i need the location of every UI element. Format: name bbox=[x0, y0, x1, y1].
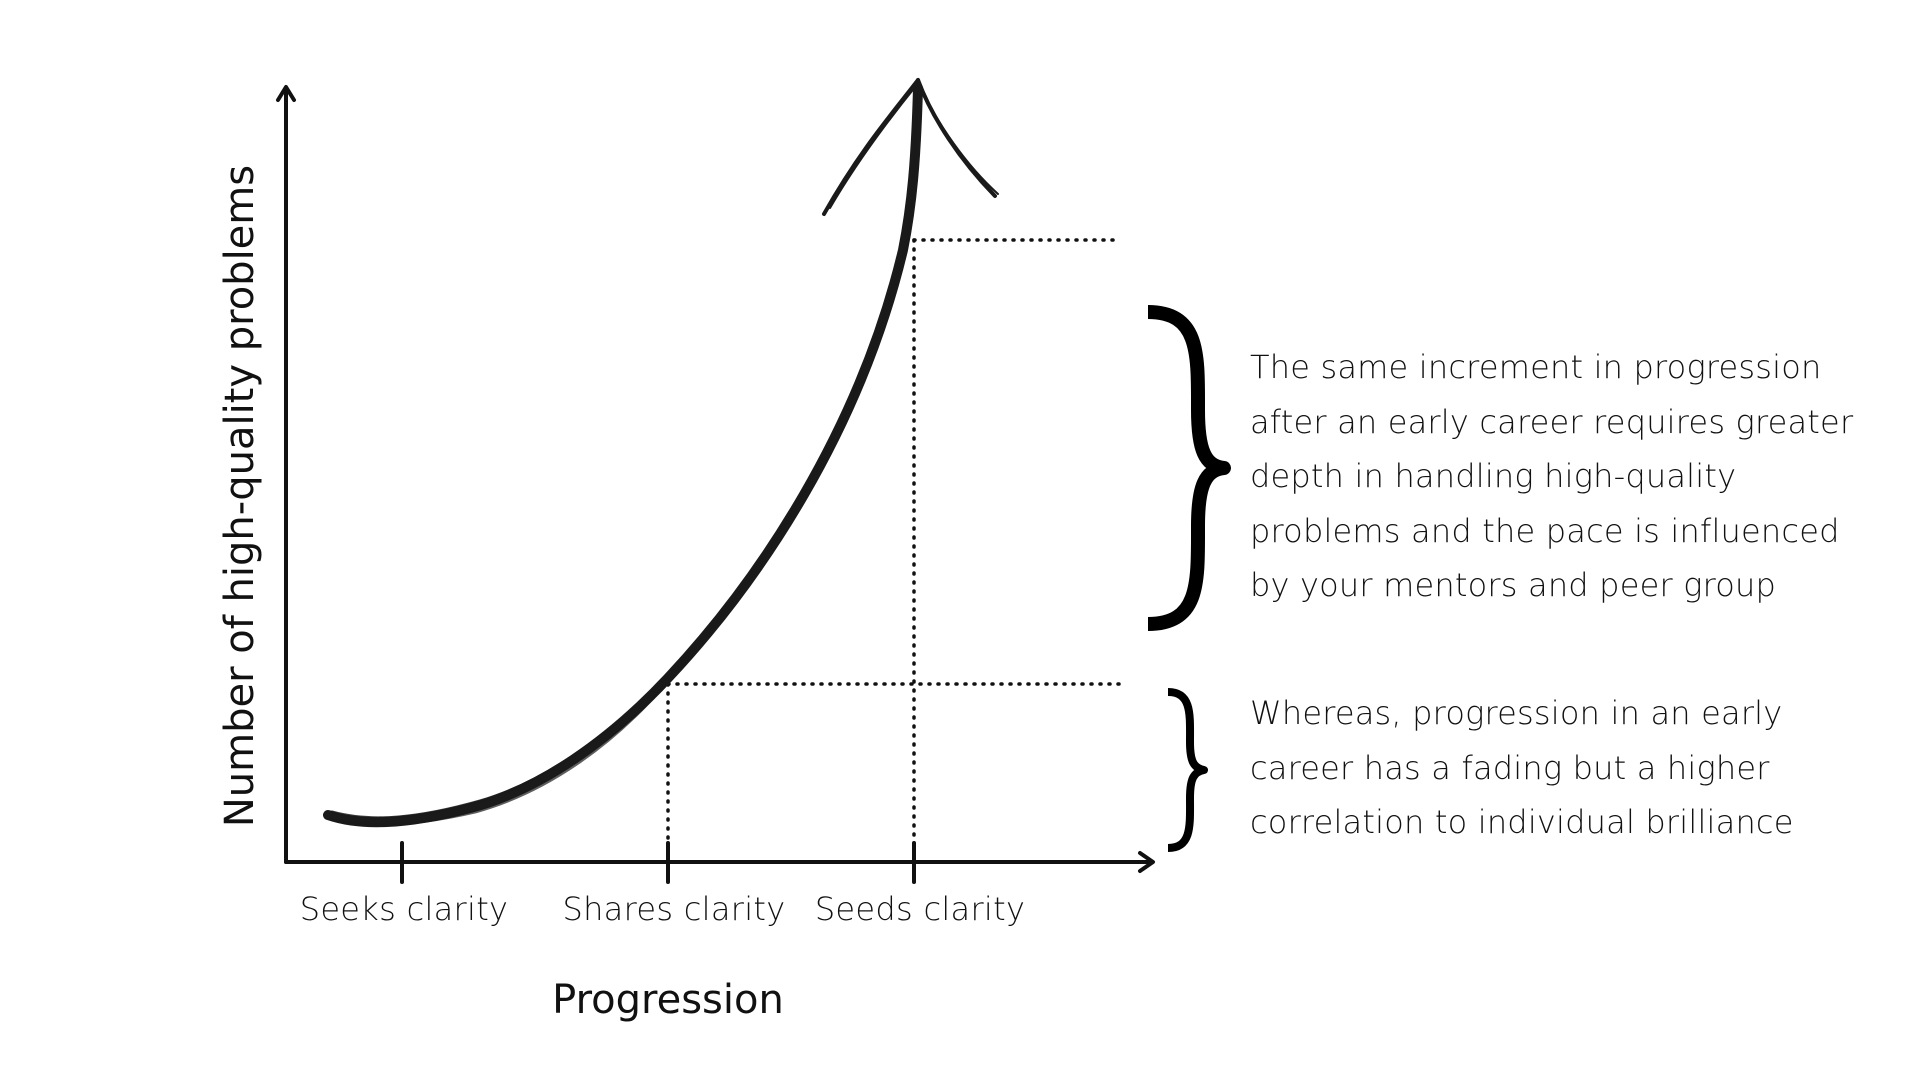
annotation-upper: The same increment in progression after … bbox=[1250, 340, 1853, 613]
upper-curly-brace-icon bbox=[1147, 305, 1231, 631]
annotation-line: Whereas, progression in an early bbox=[1250, 694, 1783, 732]
y-axis bbox=[276, 85, 296, 864]
annotation-line: after an early career requires greater bbox=[1250, 402, 1854, 441]
growth-curve bbox=[323, 78, 999, 828]
y-axis-label: Number of high-quality problems bbox=[217, 164, 263, 828]
annotation-line: correlation to individual brilliance bbox=[1250, 803, 1794, 841]
x-axis-ticks bbox=[400, 841, 916, 884]
y-axis-arrow-icon bbox=[276, 85, 296, 102]
stage-label-seeds: Seeds clarity bbox=[814, 890, 1026, 928]
annotation-line: career has a fading but a higher bbox=[1250, 748, 1770, 787]
curve-arrowhead-icon bbox=[822, 78, 999, 216]
annotation-line: problems and the pace is influenced bbox=[1250, 511, 1840, 550]
x-axis-label: Progression bbox=[552, 977, 784, 1023]
guide-lines bbox=[666, 238, 1122, 848]
annotation-line: depth in handling high-quality bbox=[1250, 457, 1737, 495]
stage-label-seeks: Seeks clarity bbox=[299, 890, 509, 928]
annotation-line: The same increment in progression bbox=[1250, 348, 1822, 386]
lower-curly-brace-icon bbox=[1167, 688, 1208, 852]
x-axis-arrow-icon bbox=[1138, 851, 1155, 873]
annotation-lower: Whereas, progression in an early career … bbox=[1250, 686, 1794, 850]
x-axis bbox=[284, 851, 1155, 873]
annotation-line: by your mentors and peer group bbox=[1250, 566, 1777, 604]
stage-label-shares: Shares clarity bbox=[562, 890, 786, 928]
